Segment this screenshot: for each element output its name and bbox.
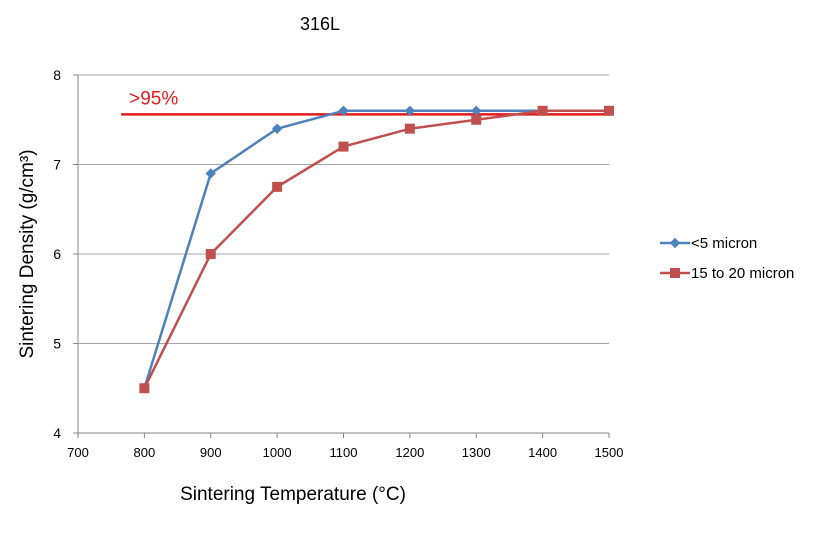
legend: <5 micron 15 to 20 micron bbox=[660, 235, 794, 282]
x-tick-label-1200: 1200 bbox=[395, 445, 424, 460]
series-1-point-5 bbox=[404, 105, 416, 117]
legend-label-1: <5 micron bbox=[691, 235, 757, 252]
legend-item-2: 15 to 20 micron bbox=[660, 265, 794, 282]
x-tick-label-1500: 1500 bbox=[595, 445, 624, 460]
legend-swatch-marker-2 bbox=[670, 268, 680, 278]
series-2-point-1 bbox=[139, 383, 150, 394]
x-tick-label-900: 900 bbox=[200, 445, 222, 460]
tick-labels: 4 5 6 7 8 700 800 900 1000 1100 1200 1300 1400 1500 bbox=[53, 67, 623, 460]
series-1-line bbox=[143, 109, 609, 389]
x-tick-label-700: 700 bbox=[67, 445, 89, 460]
series-1-point-4 bbox=[338, 105, 349, 117]
y-tick-label-8: 8 bbox=[53, 67, 61, 83]
series-2-point-7 bbox=[537, 105, 548, 116]
y-tick-label-5: 5 bbox=[53, 336, 61, 352]
series-2 bbox=[139, 105, 614, 394]
chart-title: 316L bbox=[300, 14, 340, 34]
x-tick-label-800: 800 bbox=[134, 445, 156, 460]
x-axis-label: Sintering Temperature (°C) bbox=[180, 484, 406, 505]
series-2-point-2 bbox=[205, 249, 216, 259]
series-2-point-5 bbox=[404, 123, 415, 134]
x-tick-label-1300: 1300 bbox=[462, 445, 491, 460]
legend-swatch-marker-1 bbox=[669, 237, 681, 249]
reference-line-label: >95% bbox=[129, 88, 178, 109]
x-tick-label-1100: 1100 bbox=[330, 445, 358, 460]
x-tick-label-1000: 1000 bbox=[263, 445, 292, 460]
series-2-point-3 bbox=[272, 181, 283, 192]
y-tick-label-7: 7 bbox=[53, 157, 61, 173]
series-2-point-4 bbox=[338, 141, 349, 152]
gridlines bbox=[78, 74, 609, 344]
series-1-point-2 bbox=[205, 168, 216, 179]
series-2-point-8 bbox=[604, 105, 614, 116]
y-tick-label-6: 6 bbox=[53, 246, 61, 262]
y-tick-label-4: 4 bbox=[53, 425, 61, 441]
y-axis-label: Sintering Density (g/cm³) bbox=[17, 149, 38, 358]
series-2-point-6 bbox=[471, 114, 482, 125]
series-group bbox=[139, 105, 615, 394]
reference-line-group: >95% bbox=[121, 88, 609, 116]
legend-label-2: 15 to 20 micron bbox=[691, 265, 794, 282]
x-tick-label-1400: 1400 bbox=[528, 445, 557, 460]
series-1-point-3 bbox=[271, 123, 283, 134]
legend-item-1: <5 micron bbox=[660, 235, 757, 252]
series-2-line bbox=[143, 109, 609, 389]
